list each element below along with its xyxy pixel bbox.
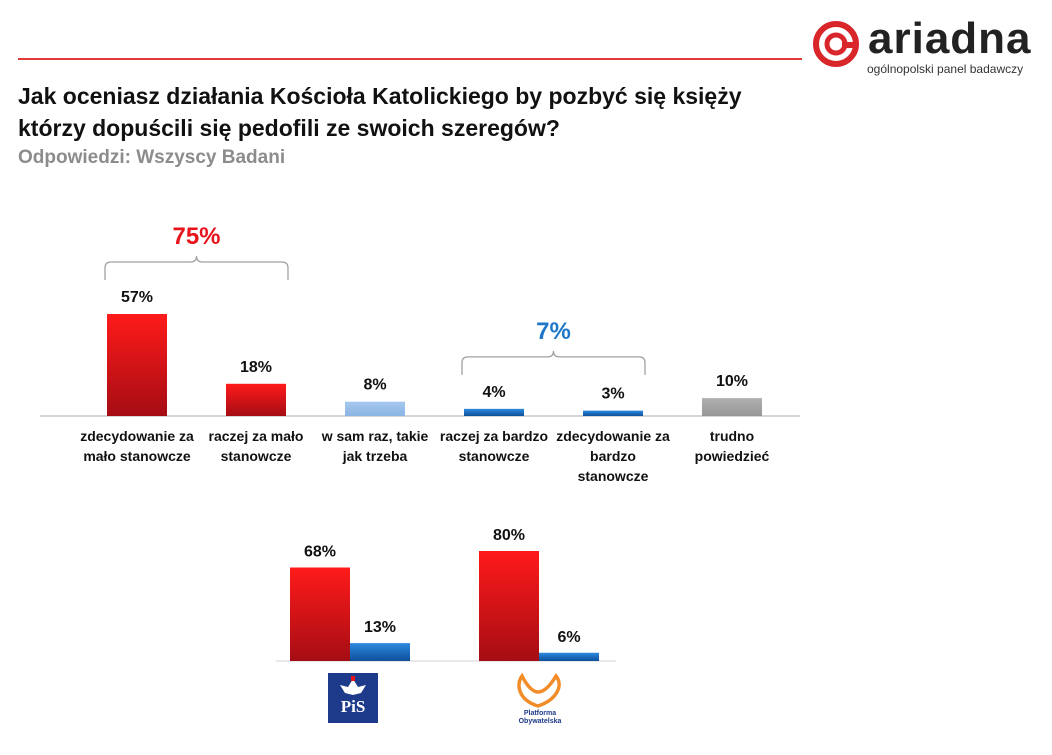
bar-5: [702, 398, 762, 416]
group-total-label-1: 7%: [536, 318, 571, 345]
ariadna-logo-icon: [813, 21, 859, 67]
party-bar-1-0: [479, 551, 539, 661]
data-label-4: 3%: [601, 386, 624, 403]
category-label-3: raczej za bardzo stanowcze: [439, 428, 549, 464]
bar-2: [345, 401, 405, 416]
bar-3: [464, 408, 524, 416]
eagle-icon: [340, 676, 366, 695]
main-chart-marks: 57% 18% 8% 4% 3% 10% 75% 7%: [104, 223, 762, 416]
party-bar-1-1: [539, 652, 599, 661]
data-label-2: 8%: [363, 377, 386, 394]
bar-0: [107, 314, 167, 416]
ariadna-logo: ariadna ogólnopolski panel badawczy: [812, 14, 1048, 78]
ariadna-logo-word: ariadna: [868, 14, 1032, 63]
po-logo: Platforma Obywatelska: [508, 670, 572, 730]
party-chart-marks: 68% 13% 80% 6%: [290, 527, 599, 661]
category-label-5: trudno powiedzieć: [694, 428, 770, 464]
data-label-1: 18%: [240, 359, 272, 376]
header-divider: [18, 58, 802, 60]
pis-logo: PiS: [328, 673, 378, 723]
page-title: Jak oceniasz działania Kościoła Katolick…: [18, 80, 778, 144]
title-line-2: którzy dopuścili się pedofili ze swoich …: [18, 115, 560, 141]
bar-1: [226, 383, 286, 416]
ariadna-tagline: ogólnopolski panel badawczy: [867, 62, 1024, 76]
po-ribbon-icon: [517, 672, 561, 708]
category-label-0: zdecydowanie za mało stanowcze: [80, 428, 194, 464]
party-bar-0-1: [350, 643, 410, 661]
data-label-3: 4%: [482, 384, 505, 401]
group-bracket-0: [104, 255, 289, 280]
bar-4: [583, 410, 643, 416]
category-label-4: zdecydowanie za bardzo stanowcze: [556, 428, 670, 484]
party-data-label-1-0: 80%: [493, 527, 525, 544]
pis-logo-text: PiS: [340, 697, 366, 716]
po-logo-line1: Platforma: [523, 710, 557, 717]
party-data-label-0-0: 68%: [304, 544, 336, 561]
party-data-label-0-1: 13%: [364, 619, 396, 636]
party-data-label-1-1: 6%: [557, 629, 580, 646]
data-label-0: 57%: [121, 289, 153, 306]
group-total-label-0: 75%: [172, 223, 220, 250]
group-bracket-1: [461, 350, 646, 375]
party-bar-0-0: [290, 567, 350, 661]
title-line-1: Jak oceniasz działania Kościoła Katolick…: [18, 83, 742, 109]
category-label-1: raczej za mało stanowcze: [208, 428, 304, 464]
po-logo-line2: Obywatelska: [518, 718, 562, 725]
data-label-5: 10%: [716, 373, 748, 390]
category-label-2: w sam raz, takie jak trzeba: [321, 428, 429, 464]
page-subtitle: Odpowiedzi: Wszyscy Badani: [18, 147, 286, 168]
